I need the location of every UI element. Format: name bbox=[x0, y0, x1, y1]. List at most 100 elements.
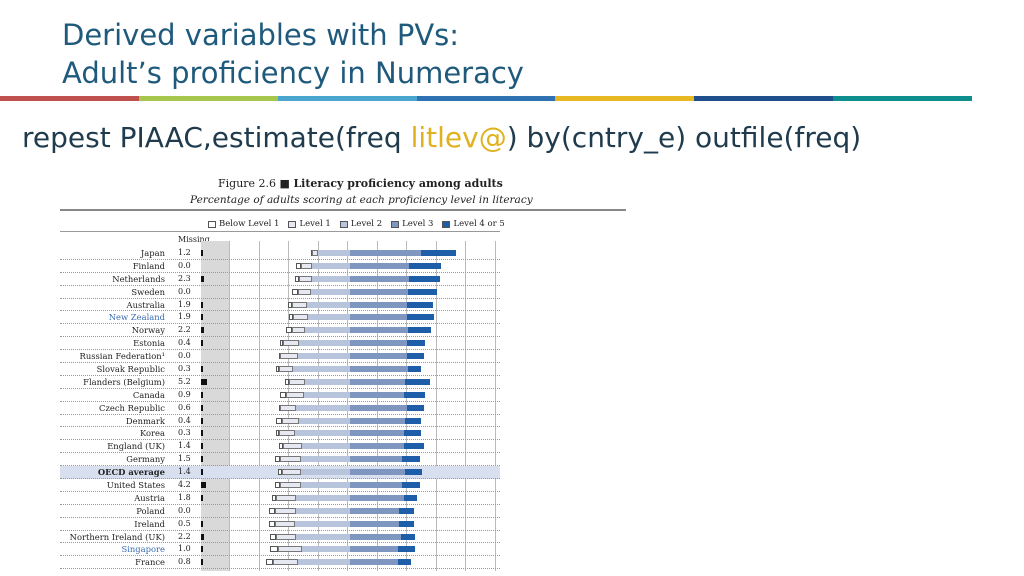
missing-value: 2.3 bbox=[178, 273, 191, 283]
country-name: New Zealand bbox=[108, 312, 165, 323]
missing-bar bbox=[201, 546, 203, 553]
table-row: Canada 0.9 bbox=[60, 389, 500, 402]
missing-value: 4.2 bbox=[178, 480, 191, 490]
table-row: Austria 1.8 bbox=[60, 492, 500, 505]
stripe-segment bbox=[138, 96, 278, 101]
missing-bar bbox=[201, 559, 203, 566]
level-bar-segment bbox=[276, 430, 279, 437]
level-bar-segment bbox=[276, 494, 297, 501]
level-bar-segment bbox=[402, 482, 420, 489]
level-bar-segment bbox=[350, 314, 407, 321]
legend-label: Below Level 1 bbox=[219, 219, 280, 229]
level-bar-segment bbox=[280, 482, 301, 489]
stripe-segment bbox=[694, 96, 834, 101]
level-bar-segment bbox=[270, 533, 277, 540]
missing-bar bbox=[201, 301, 204, 308]
gridline bbox=[436, 241, 437, 571]
country-name: Estonia bbox=[133, 338, 165, 349]
level-bar-segment bbox=[399, 520, 414, 527]
country-name: England (UK) bbox=[107, 441, 165, 452]
level-bar-segment bbox=[402, 456, 420, 463]
slide-title-line2: Adult’s proficiency in Numeracy bbox=[62, 56, 524, 90]
level-bar-segment bbox=[280, 404, 297, 411]
country-name: Germany bbox=[126, 454, 165, 465]
level-bar-segment bbox=[281, 469, 301, 476]
legend-item: Level 4 or 5 bbox=[442, 219, 505, 229]
level-bar-segment bbox=[302, 546, 350, 553]
missing-value: 1.4 bbox=[178, 441, 191, 451]
level-bar-segment bbox=[278, 443, 284, 450]
level-bar-segment bbox=[350, 378, 406, 385]
table-row: Russian Federation¹ 0.0 bbox=[60, 350, 500, 364]
level-bar-segment bbox=[271, 494, 277, 501]
country-name: Ireland bbox=[134, 518, 165, 529]
country-name: Canada bbox=[132, 389, 165, 400]
level-bar-segment bbox=[312, 262, 350, 269]
country-name: Finland bbox=[132, 260, 165, 271]
gridline bbox=[495, 241, 496, 571]
missing-bar bbox=[201, 327, 204, 334]
missing-value: 1.2 bbox=[178, 248, 191, 257]
level-bar-segment bbox=[289, 314, 294, 321]
level-bar-segment bbox=[265, 559, 274, 566]
figure-number: Figure 2.6 ■ bbox=[218, 177, 290, 190]
table-row: Sweden 0.0 bbox=[60, 286, 500, 299]
level-bar-segment bbox=[277, 469, 282, 476]
level-bar-segment bbox=[289, 378, 306, 385]
level-bar-segment bbox=[406, 353, 424, 360]
missing-value: 0.9 bbox=[178, 389, 191, 399]
level-bar-segment bbox=[299, 340, 350, 347]
country-name: Australia bbox=[126, 299, 165, 310]
table-row: Northern Ireland (UK) 2.2 bbox=[60, 531, 500, 544]
missing-value: 0.3 bbox=[178, 428, 191, 438]
missing-value: 0.3 bbox=[178, 364, 191, 374]
missing-bar bbox=[201, 443, 203, 450]
country-name: Denmark bbox=[125, 415, 165, 426]
table-row: Flanders (Belgium) 5.2 bbox=[60, 376, 500, 389]
missing-value: 0.4 bbox=[178, 338, 191, 348]
missing-bar bbox=[201, 404, 203, 411]
level-bar-segment bbox=[284, 378, 290, 385]
level-bar-segment bbox=[276, 366, 279, 373]
level-bar-segment bbox=[287, 301, 292, 308]
gridline bbox=[259, 241, 260, 571]
literacy-figure-image: Figure 2.6 ■ Literacy proficiency among … bbox=[58, 175, 628, 571]
legend-item: Below Level 1 bbox=[208, 219, 279, 229]
level-bar-segment bbox=[350, 559, 398, 566]
missing-value: 0.0 bbox=[178, 260, 191, 270]
figure-subtitle: Percentage of adults scoring at each pro… bbox=[190, 194, 533, 206]
level-bar-segment bbox=[397, 546, 416, 553]
level-bar-segment bbox=[292, 288, 298, 295]
level-bar-segment bbox=[406, 404, 424, 411]
missing-value: 0.8 bbox=[178, 557, 191, 567]
missing-value: 0.5 bbox=[178, 518, 191, 528]
missing-bar bbox=[201, 391, 203, 398]
level-bar-segment bbox=[350, 469, 406, 476]
table-row: Singapore 1.0 bbox=[60, 543, 500, 557]
table-row: France 0.8 bbox=[60, 556, 500, 570]
level-bar-segment bbox=[400, 533, 416, 540]
figure-heading: Figure 2.6 ■ Literacy proficiency among … bbox=[218, 177, 503, 190]
country-name: France bbox=[135, 557, 165, 568]
command-line: repest PIAAC,estimate(freq litlev@) by(c… bbox=[22, 121, 861, 154]
slide-title-line1: Derived variables with PVs: bbox=[62, 18, 460, 52]
table-row: Australia 1.9 bbox=[60, 299, 500, 312]
stripe-segment bbox=[0, 96, 139, 101]
level-bar-segment bbox=[350, 417, 406, 424]
legend-swatch bbox=[288, 220, 297, 228]
level-bar-segment bbox=[278, 430, 295, 437]
level-bar-segment bbox=[277, 546, 303, 553]
level-bar-segment bbox=[350, 262, 410, 269]
missing-bar bbox=[201, 314, 204, 321]
missing-bar bbox=[201, 456, 203, 463]
missing-value: 0.4 bbox=[178, 415, 191, 425]
missing-value: 1.9 bbox=[178, 299, 191, 309]
table-row: Germany 1.5 bbox=[60, 453, 500, 467]
legend-swatch bbox=[391, 220, 400, 228]
figure-title: Literacy proficiency among adults bbox=[293, 177, 503, 190]
legend-item: Level 3 bbox=[391, 219, 433, 229]
stripe-segment bbox=[833, 96, 973, 101]
missing-column-band bbox=[201, 241, 229, 571]
missing-bar bbox=[201, 340, 203, 347]
level-bar-segment bbox=[408, 327, 432, 334]
